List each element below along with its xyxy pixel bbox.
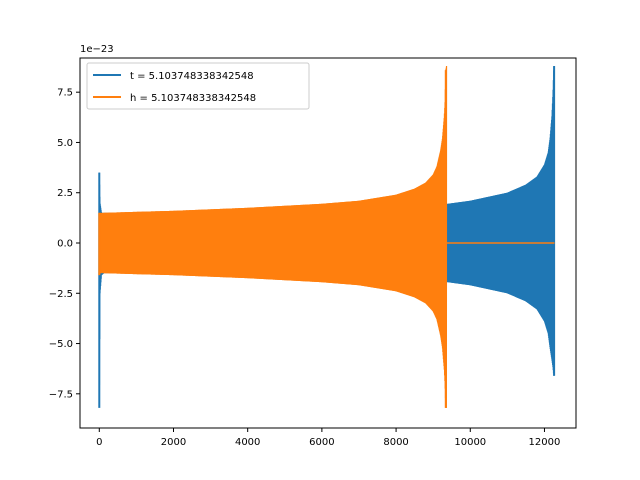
legend-box [86,62,310,110]
x-axis: 0 2000 4000 6000 8000 10000 12000 [96,428,560,448]
y-axis: −7.5 −5.0 −2.5 0.0 2.5 5.0 7.5 [49,88,80,400]
legend-label-h: h = 5.103748338342548 [130,93,256,104]
x-tick-label: 2000 [161,437,186,448]
y-tick-label: 0.0 [57,239,73,250]
x-tick-label: 8000 [383,437,408,448]
series-h [98,66,555,408]
legend-label-t: t = 5.103748338342548 [130,71,254,82]
x-tick-label: 0 [96,437,102,448]
y-tick-label: −7.5 [49,389,73,400]
series-band [99,66,447,408]
y-tick-label: −5.0 [49,339,73,350]
legend: t = 5.103748338342548 h = 5.103748338342… [86,62,310,110]
x-tick-label: 10000 [454,437,486,448]
x-tick-label: 12000 [529,437,561,448]
x-tick-label: 4000 [235,437,260,448]
series-layer [98,66,556,408]
y-tick-label: 7.5 [57,88,73,99]
y-tick-label: −2.5 [49,289,73,300]
y-offset-label: 1e−23 [80,44,114,55]
x-tick-label: 6000 [309,437,334,448]
y-tick-label: 2.5 [57,188,73,199]
y-tick-label: 5.0 [57,138,73,149]
